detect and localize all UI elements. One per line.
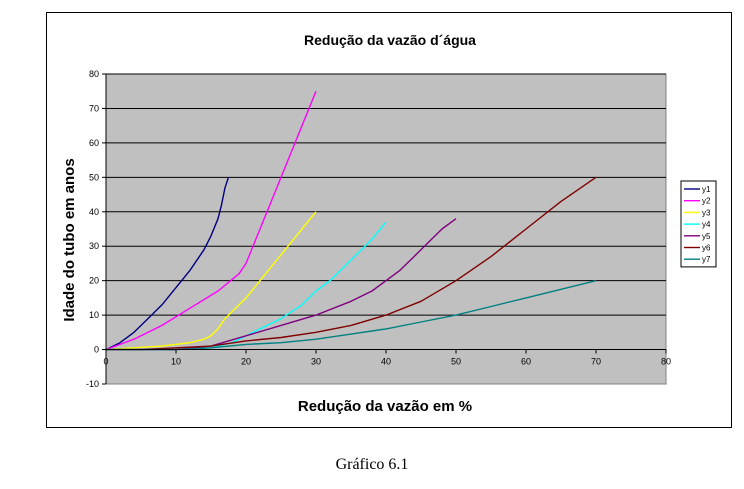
y-tick-label: 40: [89, 207, 99, 217]
legend-label-y7: y7: [702, 255, 711, 264]
legend-label-y4: y4: [702, 220, 711, 229]
chart-svg: Redução da vazão d´água -10 0 10 20 30 40 50 60…: [61, 32, 717, 415]
legend-label-y6: y6: [702, 244, 711, 253]
legend: y1 y2 y3 y4 y5 y6 y7: [680, 180, 717, 268]
legend-label-y1: y1: [702, 185, 711, 194]
y-tick-label: 30: [89, 241, 99, 251]
legend-label-y2: y2: [702, 197, 711, 206]
x-tick-label: 60: [521, 357, 531, 367]
series-line-y2: [105, 90, 317, 351]
y-tick-label: 80: [89, 69, 99, 79]
chart-frame: Redução da vazão d´água -10 0 10 20 30 40 50 60…: [46, 12, 732, 428]
x-tick-label: 40: [381, 357, 391, 367]
series-line-y5: [106, 218, 457, 351]
y-tick-label: 20: [89, 276, 99, 286]
x-tick-label: 0: [103, 357, 108, 367]
series-line-y1: [105, 177, 230, 351]
y-tick-label: 0: [94, 345, 99, 355]
figure-caption: Gráfico 6.1: [335, 456, 409, 473]
x-axis-label: Redução da vazão em %: [298, 398, 472, 415]
plot-background: [105, 73, 667, 385]
legend-label-y3: y3: [702, 208, 711, 217]
y-tick-label: 60: [89, 138, 99, 148]
x-tick-label: 80: [661, 357, 671, 367]
series-layer: [105, 90, 597, 351]
x-tick-label: 20: [241, 357, 251, 367]
axes: -10 0 10 20 30 40 50 60 70 80 0 10 20 30 40 50 60 70 80: [86, 69, 671, 389]
x-tick-label: 30: [311, 357, 321, 367]
chart-title: Redução da vazão d´água: [304, 32, 476, 48]
series-line-y6: [106, 176, 597, 351]
plot-area: [105, 73, 667, 385]
y-tick-label: 70: [89, 103, 99, 113]
x-tick-label: 10: [171, 357, 181, 367]
legend-label-y5: y5: [702, 232, 711, 241]
series-line-y3: [105, 211, 317, 351]
y-tick-label: 50: [89, 172, 99, 182]
x-tick-label: 50: [451, 357, 461, 367]
y-axis-label: Idade do tubo em anos: [61, 158, 78, 321]
y-tick-label: -10: [86, 379, 99, 389]
x-tick-label: 70: [591, 357, 601, 367]
y-tick-label: 10: [89, 310, 99, 320]
series-line-y7: [106, 280, 597, 351]
